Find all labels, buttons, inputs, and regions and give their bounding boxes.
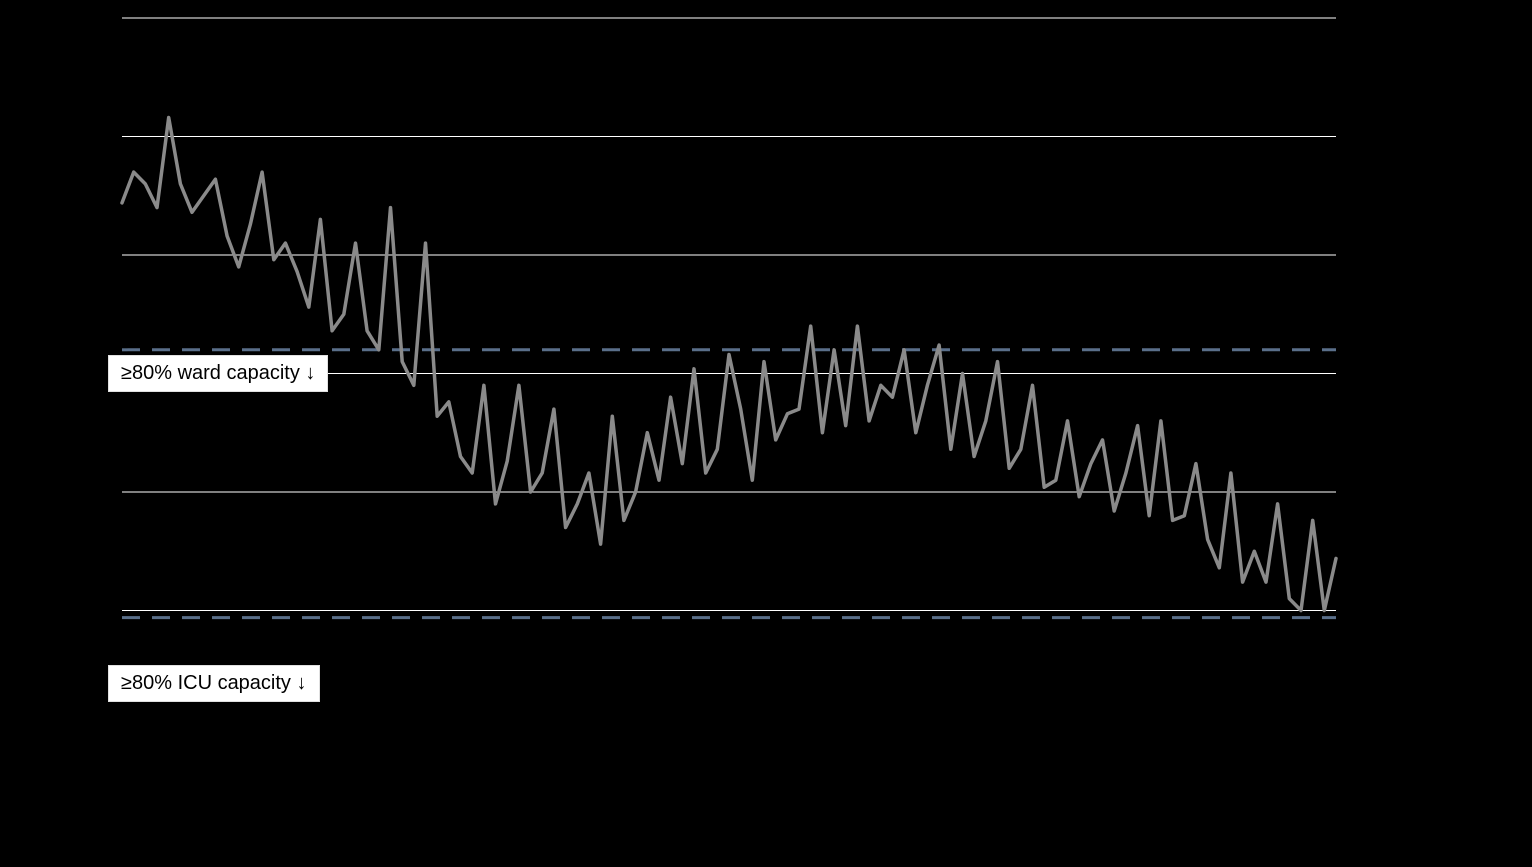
chart-svg xyxy=(0,0,1532,867)
icu-capacity-label-text: ≥80% ICU capacity ↓ xyxy=(121,672,307,694)
ward-capacity-label-text: ≥80% ward capacity ↓ xyxy=(121,362,315,384)
chart-container: ≥80% ward capacity ↓ ≥80% ICU capacity ↓ xyxy=(0,0,1532,867)
ward-capacity-label: ≥80% ward capacity ↓ xyxy=(108,355,328,392)
icu-capacity-label: ≥80% ICU capacity ↓ xyxy=(108,665,320,702)
